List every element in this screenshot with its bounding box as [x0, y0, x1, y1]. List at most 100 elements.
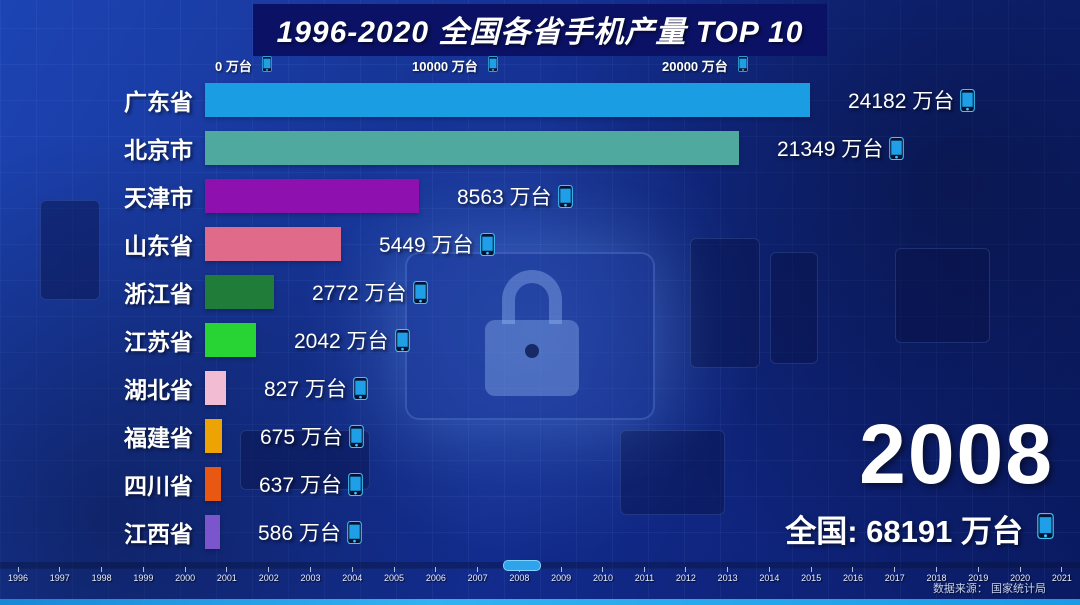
value-bar	[205, 371, 226, 405]
x-axis-tick-10000: 10000 万台	[412, 56, 498, 75]
value-bar	[205, 179, 419, 213]
timeline-tick-mark	[1061, 567, 1063, 572]
bar-row: 江西省 586 万台	[0, 508, 1080, 556]
timeline-year: 2011	[635, 567, 654, 583]
timeline-year-label: 2006	[425, 573, 446, 583]
value-bar	[205, 323, 256, 357]
province-label: 浙江省	[124, 281, 193, 307]
current-year-display: 2008	[859, 407, 1054, 501]
timeline-tick-mark	[894, 567, 896, 572]
timeline-year-label: 1999	[133, 573, 154, 583]
timeline-tick-mark	[643, 567, 645, 572]
timeline-year-label: 2017	[884, 573, 905, 583]
timeline-year: 2019	[968, 567, 988, 583]
bar-value-label: 2042 万台	[294, 330, 389, 353]
bar-row: 天津市 8563 万台	[0, 172, 1080, 220]
x-axis-tick-label: 0 万台	[215, 59, 252, 74]
timeline-year: 1999	[133, 567, 153, 583]
timeline-year-label: 2002	[258, 573, 279, 583]
timeline-year-label: 2019	[968, 573, 989, 583]
timeline-year-axis: 1996 1997 1998 1999 2000 2001 2002 2003 2004 2005…	[8, 567, 1072, 583]
province-label: 广东省	[124, 89, 193, 115]
province-label: 江苏省	[124, 329, 193, 355]
timeline-year: 2004	[342, 567, 362, 583]
smartphone-icon	[394, 328, 410, 352]
timeline-tick-mark	[59, 567, 61, 572]
timeline-tick-mark	[351, 567, 353, 572]
timeline-year: 2005	[384, 567, 404, 583]
smartphone-icon	[256, 56, 272, 75]
title-bar: 1996-2020 全国各省手机产量 TOP 10	[0, 4, 1080, 56]
timeline-year-label: 2004	[342, 573, 363, 583]
timeline-year-label: 2010	[592, 573, 613, 583]
bar-row: 江苏省 2042 万台	[0, 316, 1080, 364]
timeline-year-label: 2009	[551, 573, 572, 583]
timeline-year: 2017	[885, 567, 905, 583]
smartphone-icon	[347, 520, 362, 544]
smartphone-icon	[479, 232, 495, 256]
province-label: 四川省	[124, 473, 193, 499]
circuit-chip-decoration	[40, 200, 100, 300]
timeline-year-label: 2003	[300, 573, 321, 583]
bar-row: 湖北省 827 万台	[0, 364, 1080, 412]
bar-value-label: 5449 万台	[379, 234, 474, 257]
timeline-tick-mark	[435, 567, 437, 572]
timeline-year-label: 1996	[8, 573, 29, 583]
timeline-year: 2020	[1010, 567, 1030, 583]
timeline-slider-thumb[interactable]	[503, 560, 541, 571]
value-bar	[205, 467, 221, 501]
bar-value-label: 8563 万台	[457, 186, 552, 209]
timeline-year-label: 2005	[384, 573, 405, 583]
timeline-year: 2018	[927, 567, 947, 583]
timeline-year: 2012	[676, 567, 696, 583]
bar-rows-container: 广东省 24182 万台 北京市 21349 万台 天津市 8563 万台 山东省 5449 …	[0, 76, 1080, 556]
timeline-year-label: 1997	[49, 573, 70, 583]
timeline-tick-mark	[685, 567, 687, 572]
smartphone-icon	[261, 56, 272, 72]
smartphone-icon	[349, 424, 364, 448]
province-label: 北京市	[124, 137, 193, 163]
bar-row: 浙江省 2772 万台	[0, 268, 1080, 316]
page-title: 1996-2020 全国各省手机产量 TOP 10	[252, 4, 828, 56]
timeline-year: 2016	[843, 567, 863, 583]
province-label: 天津市	[124, 185, 193, 211]
timeline-tick-mark	[768, 567, 770, 572]
bar-value-label: 637 万台	[259, 474, 342, 497]
timeline-year-label: 2011	[634, 573, 655, 583]
bar-row: 北京市 21349 万台	[0, 124, 1080, 172]
timeline-year: 2006	[426, 567, 446, 583]
smartphone-icon	[737, 56, 748, 72]
bar-row: 广东省 24182 万台	[0, 76, 1080, 124]
timeline-year: 2001	[217, 567, 237, 583]
timeline-year-label: 2015	[801, 573, 822, 583]
smartphone-icon	[348, 472, 363, 496]
timeline-year: 2014	[759, 567, 779, 583]
smartphone-icon	[353, 376, 368, 400]
bar-value-label: 2772 万台	[312, 282, 407, 305]
value-bar	[205, 419, 222, 453]
timeline-tick-mark	[560, 567, 562, 572]
timeline-tick-mark	[977, 567, 979, 572]
bar-value-label: 827 万台	[264, 378, 347, 401]
timeline-year: 2002	[259, 567, 279, 583]
timeline-tick-mark	[309, 567, 311, 572]
timeline-tick-mark	[602, 567, 604, 572]
timeline-year-label: 2001	[216, 573, 237, 583]
timeline-year: 1996	[8, 567, 28, 583]
province-label: 江西省	[124, 521, 193, 547]
smartphone-icon	[732, 56, 748, 75]
national-total: 全国: 68191 万台	[785, 506, 1054, 551]
circuit-chip-decoration	[895, 248, 990, 343]
x-axis-tick-label: 20000 万台	[662, 59, 728, 74]
x-axis-tick-20000: 20000 万台	[662, 56, 748, 75]
timeline-tick-mark	[727, 567, 729, 572]
timeline-year: 2009	[551, 567, 571, 583]
timeline-tick-mark	[17, 567, 19, 572]
timeline-tick-mark	[477, 567, 479, 572]
smartphone-icon	[487, 56, 498, 72]
bar-value-label: 21349 万台	[777, 138, 884, 161]
bar-value-label: 24182 万台	[848, 90, 955, 113]
circuit-chip-decoration	[770, 252, 818, 364]
timeline-tick-mark	[101, 567, 103, 572]
